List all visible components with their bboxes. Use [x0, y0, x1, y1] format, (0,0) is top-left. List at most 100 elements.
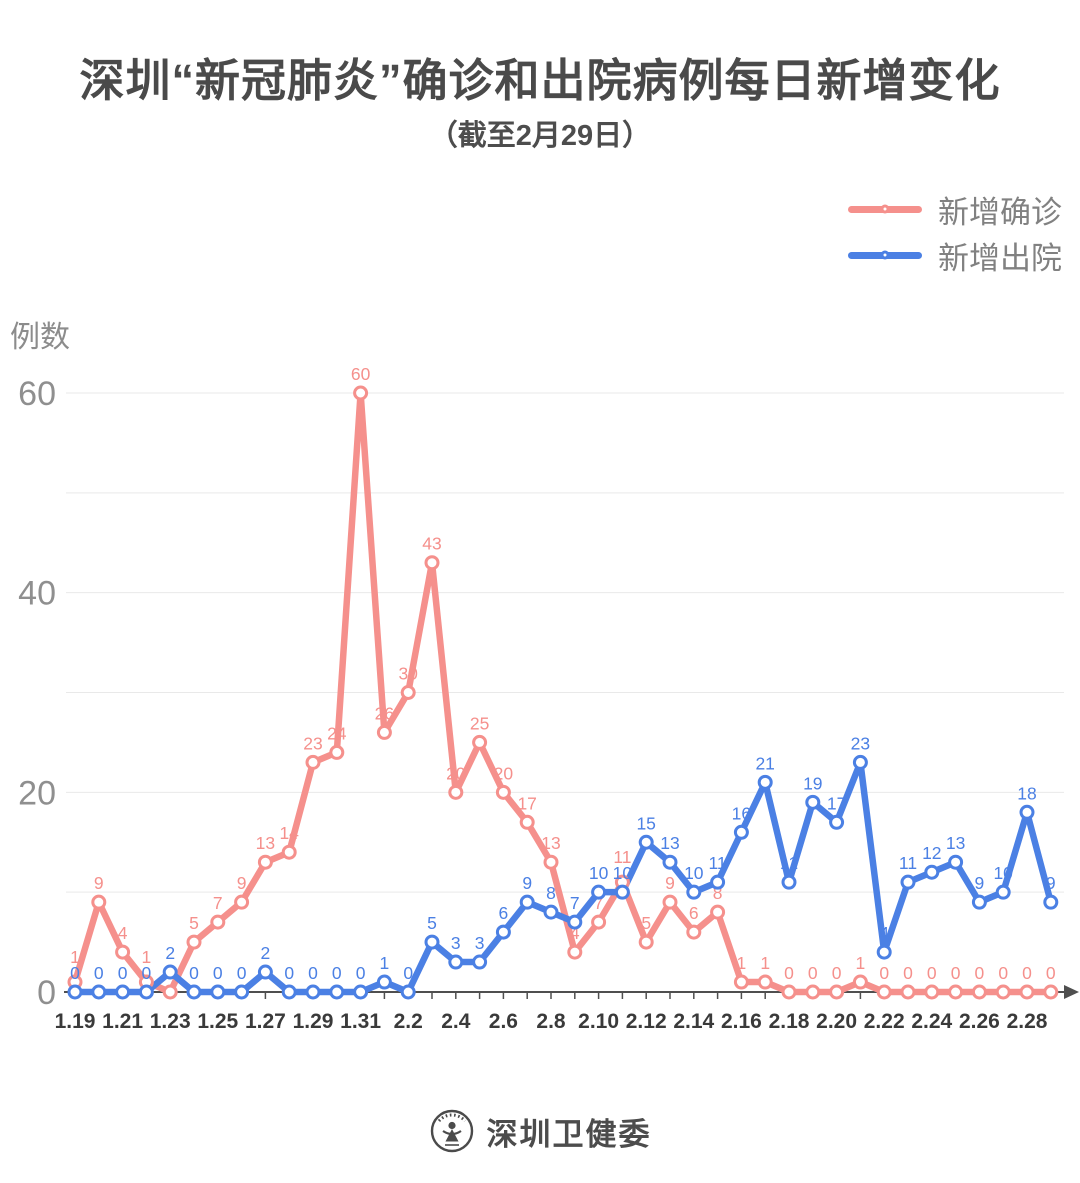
svg-text:12: 12 [922, 843, 941, 863]
svg-text:9: 9 [237, 873, 247, 893]
svg-text:2.28: 2.28 [1007, 1010, 1048, 1033]
svg-text:0: 0 [356, 963, 366, 983]
svg-text:11: 11 [899, 853, 917, 873]
svg-text:0: 0 [784, 963, 794, 983]
svg-text:8: 8 [546, 883, 556, 903]
svg-text:0: 0 [903, 963, 913, 983]
svg-text:2: 2 [261, 943, 271, 963]
svg-text:2.10: 2.10 [578, 1010, 619, 1033]
svg-text:1.27: 1.27 [245, 1010, 286, 1033]
svg-text:15: 15 [636, 813, 655, 833]
svg-text:9: 9 [1046, 873, 1056, 893]
svg-text:2.6: 2.6 [489, 1010, 518, 1033]
svg-text:2.12: 2.12 [626, 1010, 667, 1033]
svg-text:0: 0 [332, 963, 342, 983]
svg-text:3: 3 [451, 933, 461, 953]
svg-text:0: 0 [142, 963, 152, 983]
svg-text:60: 60 [351, 364, 371, 384]
svg-text:4: 4 [879, 923, 889, 943]
svg-text:1: 1 [856, 953, 866, 973]
footer-brand: 深圳卫健委 [486, 1116, 652, 1152]
svg-text:5: 5 [427, 913, 437, 933]
svg-text:0: 0 [284, 963, 294, 983]
svg-text:8: 8 [713, 883, 723, 903]
svg-text:0: 0 [998, 963, 1008, 983]
svg-text:2.8: 2.8 [536, 1010, 566, 1033]
svg-text:1.19: 1.19 [55, 1010, 96, 1033]
svg-text:1: 1 [70, 947, 80, 967]
svg-text:0: 0 [237, 963, 247, 983]
svg-text:0: 0 [118, 963, 128, 983]
shenzhen-health-commission-logo-icon [430, 1109, 473, 1153]
svg-text:40: 40 [18, 575, 56, 613]
svg-text:1.21: 1.21 [102, 1010, 143, 1033]
series-points-0: 1941057913142324602630432025201713471159… [67, 364, 1059, 1000]
svg-text:0: 0 [927, 963, 937, 983]
svg-text:0: 0 [808, 963, 818, 983]
gridlines [66, 392, 1064, 893]
svg-text:20: 20 [18, 774, 56, 812]
svg-text:6: 6 [689, 903, 699, 923]
svg-text:20: 20 [494, 763, 514, 783]
svg-text:2.24: 2.24 [911, 1010, 952, 1033]
legend-item-confirmed: 新增确诊 [848, 190, 1062, 230]
svg-text:10: 10 [613, 863, 633, 883]
svg-text:11: 11 [709, 853, 727, 873]
svg-text:1.31: 1.31 [340, 1010, 381, 1033]
svg-text:1.29: 1.29 [293, 1010, 334, 1033]
svg-text:2.4: 2.4 [441, 1010, 471, 1033]
svg-text:6: 6 [499, 903, 509, 923]
svg-text:19: 19 [803, 773, 822, 793]
svg-text:11: 11 [613, 847, 631, 867]
svg-text:1: 1 [760, 953, 770, 973]
svg-text:4: 4 [570, 923, 580, 943]
svg-text:9: 9 [94, 873, 104, 893]
svg-text:5: 5 [641, 913, 651, 933]
svg-text:5: 5 [189, 913, 199, 933]
svg-text:0: 0 [37, 974, 56, 1012]
legend-item-discharged: 新增出院 [848, 236, 1062, 276]
svg-text:0: 0 [832, 963, 842, 983]
svg-text:23: 23 [303, 733, 322, 753]
legend-label-confirmed: 新增确诊 [938, 194, 1062, 230]
svg-text:0: 0 [1046, 963, 1056, 983]
svg-text:24: 24 [327, 723, 347, 743]
discharged-line-marker-icon [848, 250, 922, 260]
svg-text:20: 20 [446, 763, 466, 783]
svg-text:1: 1 [380, 953, 390, 973]
svg-text:9: 9 [522, 873, 532, 893]
svg-text:13: 13 [256, 833, 275, 853]
svg-text:4: 4 [118, 923, 128, 943]
footer: 深圳卫健委 [0, 1108, 1080, 1154]
svg-text:9: 9 [975, 873, 985, 893]
svg-text:10: 10 [589, 863, 609, 883]
confirmed-dot-icon [880, 204, 890, 214]
svg-text:11: 11 [780, 853, 798, 873]
svg-text:2: 2 [165, 943, 175, 963]
svg-text:13: 13 [946, 833, 965, 853]
svg-text:18: 18 [1017, 783, 1036, 803]
svg-text:23: 23 [851, 733, 870, 753]
svg-text:30: 30 [398, 664, 418, 684]
svg-text:25: 25 [470, 713, 489, 733]
svg-text:0: 0 [308, 963, 318, 983]
svg-text:0: 0 [403, 963, 413, 983]
discharged-dot-icon [880, 250, 890, 260]
svg-text:7: 7 [594, 893, 604, 913]
svg-text:7: 7 [213, 893, 223, 913]
y-axis-title: 例数 [10, 321, 70, 354]
svg-text:10: 10 [993, 863, 1013, 883]
svg-text:0: 0 [1022, 963, 1032, 983]
svg-text:2.14: 2.14 [673, 1010, 714, 1033]
svg-text:2.20: 2.20 [816, 1010, 857, 1033]
legend: 新增确诊 新增出院 [848, 190, 1062, 276]
svg-text:0: 0 [213, 963, 223, 983]
svg-text:1: 1 [737, 953, 747, 973]
svg-text:0: 0 [70, 963, 80, 983]
svg-text:26: 26 [375, 703, 394, 723]
svg-text:16: 16 [732, 803, 751, 823]
svg-text:0: 0 [975, 963, 985, 983]
svg-text:9: 9 [665, 873, 675, 893]
